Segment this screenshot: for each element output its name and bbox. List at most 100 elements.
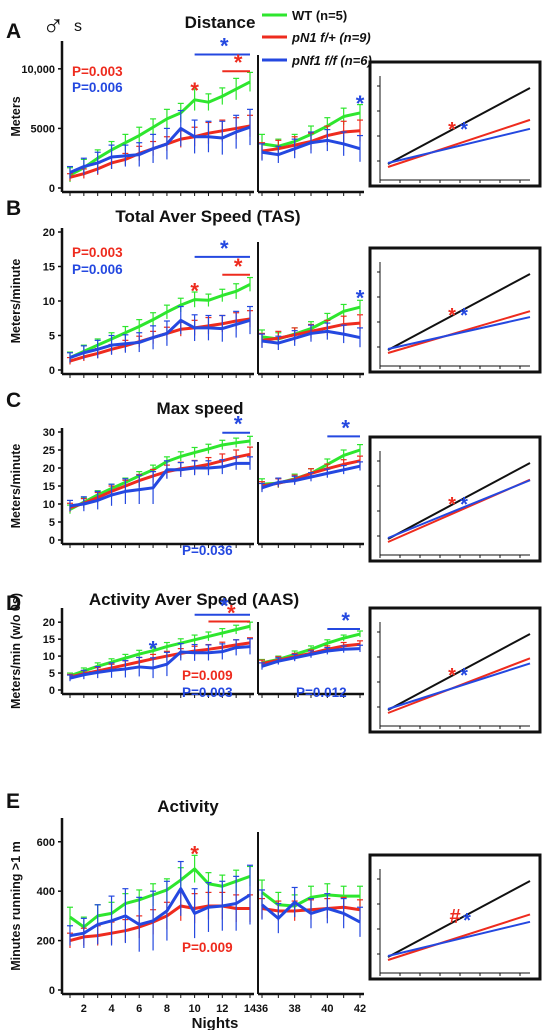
significance-star: * <box>220 236 229 261</box>
y-tick-label: 0 <box>49 183 55 195</box>
p-value: P=0.012 <box>296 685 347 700</box>
y-tick-label: 5 <box>49 668 55 680</box>
significance-star: * <box>149 637 158 662</box>
series-line-late <box>261 138 361 157</box>
y-tick-label: 5 <box>49 517 55 529</box>
inset-regression-line-black <box>387 273 531 351</box>
series-pnf1-ko <box>67 638 363 682</box>
inset-star-red: * <box>448 665 456 687</box>
panel-b: B Total Aver Speed (TAS) Meters/minute 0 5 10… <box>6 197 542 378</box>
x-tick-label: 42 <box>354 1003 366 1015</box>
significance-star: * <box>220 34 229 59</box>
inset-hash-mark: # <box>449 906 460 928</box>
inset-regression-line-blue <box>387 479 531 539</box>
series-line-early <box>69 318 251 359</box>
series-line-late <box>261 900 361 924</box>
panel-title: Distance <box>185 13 256 32</box>
series-pnf1-ko <box>67 860 363 952</box>
series-line-early <box>69 645 251 680</box>
y-tick-label: 20 <box>43 227 55 239</box>
significance-star: * <box>356 91 365 116</box>
significance-star: * <box>341 608 350 633</box>
y-tick-label: 25 <box>43 445 55 457</box>
panel-a: A DistanceMeters0500010,000****P=0.003P=0… <box>6 13 542 196</box>
y-tick-label: 5000 <box>31 123 55 135</box>
inset-star-red: * <box>448 494 456 516</box>
significance-star: * <box>341 415 350 440</box>
regression-inset: * * <box>368 435 542 563</box>
p-value: P=0.009 <box>182 940 233 955</box>
series-line-late <box>261 647 361 668</box>
series-line-early <box>69 125 251 174</box>
panel-letter: D <box>6 592 21 615</box>
panel-letter: B <box>6 197 21 220</box>
regression-inset: * * <box>368 606 542 734</box>
inset-star-blue: * <box>460 305 468 327</box>
inset-regression-line-red <box>387 913 531 961</box>
y-tick-label: 15 <box>43 481 55 493</box>
p-value: P=0.006 <box>72 262 123 277</box>
series-line-late <box>261 464 361 490</box>
y-axis-label: Meters <box>9 96 23 136</box>
significance-star: * <box>234 50 243 75</box>
inset-star-red: * <box>448 305 456 327</box>
x-axis-label: Nights <box>192 1015 239 1030</box>
p-value: P=0.003 <box>72 245 123 260</box>
p-value: P=0.003 <box>72 64 123 79</box>
panel-title: Activity Aver Speed (AAS) <box>89 590 299 609</box>
inset-regression-line-black <box>387 87 531 165</box>
y-axis-label: Meters/minute <box>9 444 23 529</box>
legend-label-ko: pNf1 f/f (n=6) <box>291 53 372 68</box>
y-tick-label: 10 <box>43 296 55 308</box>
y-tick-label: 400 <box>37 886 55 898</box>
y-axis-label: Minutes running >1 m <box>9 841 23 971</box>
inset-star-blue: * <box>463 910 471 932</box>
x-tick-label: 8 <box>164 1003 170 1015</box>
regression-inset: # * <box>368 853 542 981</box>
x-tick-label: 40 <box>321 1003 333 1015</box>
panel-title: Max speed <box>157 399 244 418</box>
inset-frame <box>368 853 542 981</box>
inset-star-blue: * <box>460 119 468 141</box>
inset-regression-line-black <box>387 880 531 958</box>
y-tick-label: 15 <box>43 262 55 274</box>
legend: WT (n=5) pN1 f/+ (n=9) pNf1 f/f (n=6) <box>262 8 372 68</box>
significance-star: * <box>190 78 199 103</box>
y-tick-label: 200 <box>37 936 55 948</box>
y-tick-label: 30 <box>43 427 55 439</box>
series-line-early <box>69 641 251 679</box>
series-line-early <box>69 452 251 510</box>
significance-star: * <box>190 842 199 867</box>
inset-regression-line-blue <box>387 662 531 710</box>
series-pnf1-ko <box>67 305 363 363</box>
x-tick-label: 6 <box>136 1003 142 1015</box>
inset-regression-line-black <box>387 462 531 540</box>
inset-frame <box>368 60 542 188</box>
y-tick-label: 10 <box>43 651 55 663</box>
y-tick-label: 0 <box>49 365 55 377</box>
x-tick-label: 2 <box>81 1003 87 1015</box>
y-axis-label: Meters/min (w/o 0s) <box>9 593 23 709</box>
panel-title: Activity <box>157 797 219 816</box>
x-tick-label: 12 <box>216 1003 228 1015</box>
p-value: P=0.009 <box>182 668 233 683</box>
panels: A DistanceMeters0500010,000****P=0.003P=0… <box>6 13 542 1032</box>
legend-label-het: pN1 f/+ (n=9) <box>291 30 371 45</box>
y-tick-label: 20 <box>43 617 55 629</box>
x-tick-label: 36 <box>256 1003 268 1015</box>
panel-letter: A <box>6 20 21 43</box>
y-tick-label: 0 <box>49 535 55 547</box>
p-value: P=0.003 <box>182 685 233 700</box>
panel-letter: C <box>6 389 21 412</box>
x-tick-label: 4 <box>108 1003 115 1015</box>
series-line-early <box>69 461 250 508</box>
y-axis-label: Meters/minute <box>9 259 23 344</box>
significance-star: * <box>190 279 199 304</box>
p-value: P=0.036 <box>182 543 233 558</box>
panel-e: E Activity Minutes running >1 m 0 200 400 600 *… <box>6 790 542 1032</box>
series-line-early <box>69 283 251 359</box>
inset-star-blue: * <box>460 665 468 687</box>
series-line-late <box>261 329 361 345</box>
